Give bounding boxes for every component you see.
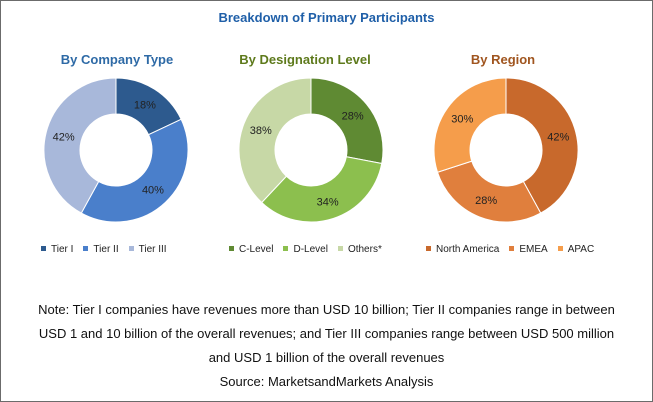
legend-label-apac: APAC: [567, 244, 595, 255]
legend-item-tier-ii: Tier II: [83, 244, 119, 255]
data-label-tier-ii: 40%: [142, 184, 164, 196]
note-line-1: Note: Tier I companies have revenues mor…: [38, 302, 615, 317]
legend-item-others: Others*: [337, 244, 382, 255]
note-line-3: and USD 1 billion of the overall revenue…: [208, 350, 445, 365]
legend-label-tier-i: Tier I: [51, 244, 74, 255]
data-label-emea: 28%: [475, 195, 497, 207]
chart-title-region: By Region: [470, 52, 536, 67]
legend-label-tier-iii: Tier III: [138, 244, 167, 255]
legend-swatch-others: [337, 245, 343, 251]
legend-item-c-level: C-Level: [229, 244, 273, 255]
slice-tier-iii: [43, 77, 117, 214]
data-label-apac: 30%: [451, 113, 473, 125]
legend-item-emea: EMEA: [509, 244, 548, 255]
legend-swatch-emea: [509, 245, 515, 251]
legend-company-type: Tier I Tier II Tier III: [41, 244, 177, 255]
legend-item-apac: APAC: [557, 244, 595, 255]
slice-north-america: [505, 77, 579, 214]
data-label-others: 38%: [250, 125, 272, 137]
legend-swatch-tier-i: [41, 245, 46, 251]
legend-label-emea: EMEA: [519, 244, 548, 255]
slice-emea: [436, 160, 542, 223]
chart-title-designation-level: By Designation Level: [239, 52, 371, 67]
legend-region: North America EMEA APAC: [426, 244, 604, 255]
slice-d-level: [261, 156, 383, 223]
legend-label-tier-ii: Tier II: [93, 244, 119, 255]
slice-apac: [433, 77, 507, 173]
donut-chart-region: 42% 28% 30%: [433, 77, 579, 223]
legend-designation-level: C-Level D-Level Others*: [229, 244, 392, 255]
legend-label-d-level: D-Level: [293, 244, 328, 255]
slice-tier-ii: [80, 118, 189, 223]
legend-item-tier-iii: Tier III: [128, 244, 167, 255]
data-label-north-america: 42%: [547, 132, 569, 144]
legend-swatch-apac: [557, 245, 563, 251]
footnote: Note: Tier I companies have revenues mor…: [1, 298, 652, 394]
legend-swatch-north-america: [426, 245, 431, 251]
data-label-tier-iii: 42%: [53, 132, 75, 144]
legend-swatch-tier-iii: [128, 245, 134, 251]
legend-item-tier-i: Tier I: [41, 244, 73, 255]
note-line-2: USD 1 and 10 billion of the overall reve…: [38, 326, 615, 341]
legend-item-north-america: North America: [426, 244, 499, 255]
legend-label-c-level: C-Level: [239, 244, 274, 255]
figure-title: Breakdown of Primary Participants: [218, 10, 435, 25]
legend-swatch-c-level: [229, 245, 234, 251]
slice-others: [238, 77, 312, 204]
legend-swatch-tier-ii: [83, 245, 89, 251]
slice-c-level: [310, 77, 384, 165]
legend-item-d-level: D-Level: [283, 244, 328, 255]
data-label-d-level: 34%: [317, 196, 339, 208]
legend-label-others: Others*: [347, 244, 382, 255]
data-label-tier-i: 18%: [134, 99, 156, 111]
data-label-c-level: 28%: [342, 111, 364, 123]
chart-title-company-type: By Company Type: [60, 52, 174, 67]
source-line: Source: MarketsandMarkets Analysis: [219, 374, 434, 389]
donut-chart-designation-level: 28% 34% 38%: [238, 77, 384, 223]
legend-swatch-d-level: [283, 245, 289, 251]
donut-chart-company-type: 18% 40% 42%: [43, 77, 189, 223]
legend-label-north-america: North America: [436, 244, 500, 255]
